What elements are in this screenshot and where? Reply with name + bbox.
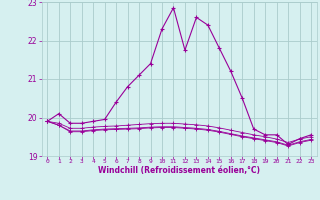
- X-axis label: Windchill (Refroidissement éolien,°C): Windchill (Refroidissement éolien,°C): [98, 166, 260, 175]
